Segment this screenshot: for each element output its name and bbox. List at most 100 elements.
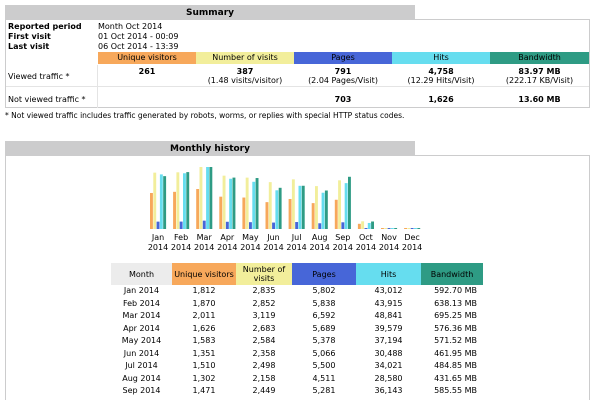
header-unique-visitors: Unique visitors bbox=[98, 52, 196, 64]
cell-hits: 36,143 bbox=[374, 386, 403, 396]
bar-pages-may bbox=[249, 222, 252, 229]
chart-month-label: May bbox=[242, 233, 259, 242]
chart-month-label: Oct bbox=[359, 233, 373, 242]
bar-bandwidth-jan bbox=[163, 176, 167, 229]
cell-month: Jan 2014 bbox=[123, 286, 160, 296]
bar-bandwidth-apr bbox=[232, 177, 236, 229]
chart-month-label: Nov bbox=[381, 233, 397, 242]
table-row: Jul 2014 1,510 2,498 5,500 34,021 484.85 MB bbox=[111, 360, 483, 373]
not-viewed-traffic-label: Not viewed traffic * bbox=[8, 95, 86, 104]
cell-pages: 4,511 bbox=[312, 373, 336, 383]
cell-uv: 1,812 bbox=[192, 286, 216, 296]
not-viewed-hits: 1,626 bbox=[428, 95, 454, 104]
traffic-footnote: * Not viewed traffic includes traffic ge… bbox=[5, 111, 405, 120]
reported-period-value: Month Oct 2014 bbox=[98, 22, 163, 31]
bar-hits-aug bbox=[321, 192, 325, 229]
cell-hits: 28,580 bbox=[374, 373, 403, 383]
bar-uv-nov bbox=[381, 228, 384, 229]
cell-uv: 1,626 bbox=[192, 323, 216, 333]
bar-hits-oct bbox=[367, 222, 371, 229]
bar-pages-jul bbox=[295, 222, 299, 229]
bar-uv-may bbox=[242, 197, 246, 229]
header-pages: Pages bbox=[294, 52, 392, 64]
cell-bw: 695.25 MB bbox=[434, 311, 477, 321]
bar-bandwidth-sep bbox=[348, 176, 351, 229]
cell-visits: 2,498 bbox=[252, 361, 276, 371]
chart-month-label: Jun bbox=[266, 233, 280, 242]
cell-pages: 5,378 bbox=[312, 336, 336, 346]
bar-uv-aug bbox=[311, 203, 315, 229]
bar-visits-may bbox=[245, 177, 249, 229]
bar-visits-jul bbox=[291, 179, 295, 229]
table-row: Feb 2014 1,870 2,852 5,838 43,915 638.13 MB bbox=[111, 298, 483, 311]
chart-year-label: 2014 bbox=[263, 243, 283, 252]
bar-bandwidth-aug bbox=[324, 190, 328, 229]
header-bandwidth: Bandwidth bbox=[490, 52, 589, 64]
bar-visits-nov bbox=[384, 228, 388, 229]
chart-year-label: 2014 bbox=[171, 243, 191, 252]
cell-visits: 2,584 bbox=[252, 336, 276, 346]
bar-hits-jun bbox=[275, 190, 279, 229]
table-row: Mar 2014 2,011 3,119 6,592 48,841 695.25 MB bbox=[111, 310, 483, 323]
bar-bandwidth-oct bbox=[371, 221, 374, 229]
bar-visits-apr bbox=[222, 175, 226, 229]
th-unique-visitors: Unique visitors bbox=[172, 263, 236, 285]
chart-year-label: 2014 bbox=[356, 243, 376, 252]
bar-pages-feb bbox=[179, 221, 183, 229]
th-month: Month bbox=[111, 263, 172, 285]
monthly-history-chart: Jan2014Feb2014Mar2014Apr2014May2014Jun20… bbox=[148, 167, 422, 252]
bar-pages-mar bbox=[202, 220, 206, 229]
chart-month-label: Jul bbox=[291, 233, 302, 242]
bar-uv-feb bbox=[173, 191, 176, 229]
chart-year-label: 2014 bbox=[217, 243, 237, 252]
bar-visits-aug bbox=[315, 186, 318, 229]
cell-bw: 592.70 MB bbox=[434, 286, 477, 296]
chart-year-label: 2014 bbox=[333, 243, 353, 252]
cell-uv: 1,870 bbox=[192, 298, 216, 308]
cell-month: Aug 2014 bbox=[122, 373, 161, 383]
bar-uv-jan bbox=[150, 192, 153, 229]
row-divider bbox=[6, 86, 589, 87]
bar-pages-aug bbox=[318, 223, 322, 229]
cell-visits: 2,358 bbox=[252, 348, 276, 358]
bar-hits-sep bbox=[344, 183, 348, 229]
chart-year-label: 2014 bbox=[402, 243, 422, 252]
bar-bandwidth-jul bbox=[301, 185, 305, 229]
bar-bandwidth-feb bbox=[186, 172, 190, 229]
chart-month-label: Feb bbox=[174, 233, 188, 242]
bar-hits-dec bbox=[414, 228, 417, 229]
bar-pages-nov bbox=[387, 228, 391, 229]
cell-month: May 2014 bbox=[121, 336, 162, 346]
chart-year-label: 2014 bbox=[194, 243, 214, 252]
bar-pages-jun bbox=[272, 222, 275, 229]
th-bandwidth: Bandwidth bbox=[421, 263, 483, 285]
cell-pages: 6,592 bbox=[312, 311, 336, 321]
bar-bandwidth-may bbox=[255, 178, 259, 229]
viewed-hits: 4,758 bbox=[428, 67, 454, 76]
bar-pages-oct bbox=[364, 227, 368, 229]
bar-visits-jun bbox=[268, 182, 272, 229]
viewed-pages-sub: (2.04 Pages/Visit) bbox=[308, 76, 378, 85]
summary-panel: Reported period Month Oct 2014 First vis… bbox=[5, 19, 590, 108]
chart-year-label: 2014 bbox=[379, 243, 399, 252]
cell-hits: 30,488 bbox=[374, 348, 403, 358]
cell-hits: 43,012 bbox=[374, 286, 403, 296]
th-number-of-visits: Number of visits bbox=[236, 263, 292, 285]
bar-bandwidth-nov bbox=[394, 228, 398, 229]
chart-month-label: Mar bbox=[197, 233, 213, 242]
bar-pages-dec bbox=[410, 228, 414, 229]
cell-bw: 431.65 MB bbox=[434, 373, 477, 383]
bar-uv-dec bbox=[404, 228, 407, 229]
table-row: May 2014 1,583 2,584 5,378 37,194 571.52 MB bbox=[111, 335, 483, 348]
table-row: Apr 2014 1,626 2,683 5,689 39,579 576.36 MB bbox=[111, 323, 483, 336]
th-hits: Hits bbox=[356, 263, 421, 285]
bar-bandwidth-dec bbox=[417, 228, 421, 229]
header-number-of-visits: Number of visits bbox=[196, 52, 294, 64]
cell-uv: 2,011 bbox=[192, 311, 216, 321]
col-divider bbox=[97, 65, 98, 108]
cell-pages: 5,281 bbox=[312, 386, 336, 396]
bar-hits-mar bbox=[206, 167, 209, 229]
table-row: Jun 2014 1,351 2,358 5,066 30,488 461.95 MB bbox=[111, 348, 483, 361]
summary-title: Summary bbox=[5, 5, 415, 19]
chart-month-label: Jan bbox=[151, 233, 164, 242]
